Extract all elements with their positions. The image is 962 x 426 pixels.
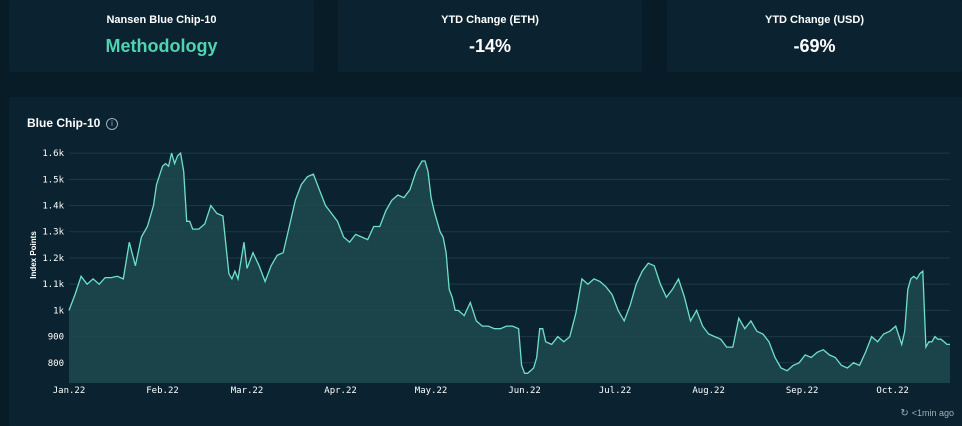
stat-card-ytd-eth: YTD Change (ETH) -14%	[338, 0, 642, 72]
x-tick-label: Apr.22	[324, 386, 357, 396]
y-tick-label: 900	[48, 333, 64, 343]
y-tick-label: 1.3k	[42, 228, 64, 238]
refresh-text: <1min ago	[911, 408, 954, 418]
stat-card-ytd-usd: YTD Change (USD) -69%	[667, 0, 962, 72]
y-tick-label: 800	[48, 359, 64, 369]
stat-label-ytd-usd: YTD Change (USD)	[765, 14, 864, 26]
stat-label-ytd-eth: YTD Change (ETH)	[441, 14, 539, 26]
series-line	[68, 151, 950, 374]
x-tick-label: Sep.22	[786, 386, 819, 396]
x-axis-ticks: Jan.22 Feb.22 Mar.22 Apr.22 May.22 Jun.22 Jul.…	[53, 386, 909, 396]
x-tick-label: Jul.22	[599, 386, 632, 396]
stat-label-blue-chip: Nansen Blue Chip-10	[106, 14, 217, 26]
x-tick-label: Aug.22	[692, 386, 725, 396]
refresh-icon: ↻	[900, 408, 909, 419]
x-tick-label: May.22	[415, 386, 448, 396]
x-tick-label: Oct.22	[876, 386, 909, 396]
y-axis-ticks: 800 900 1k 1.1k 1.2k 1.3k 1.4k 1.5k 1.6k	[42, 149, 64, 369]
chart-card: Blue Chip-10 i 800 900 1k 1.1k 1.2k 1.3k 1.4k 1…	[9, 97, 962, 426]
stat-card-blue-chip: Nansen Blue Chip-10 Methodology	[9, 0, 314, 72]
y-tick-label: 1.1k	[42, 280, 64, 290]
y-axis-title: Index Points	[29, 231, 38, 279]
index-chart: 800 900 1k 1.1k 1.2k 1.3k 1.4k 1.5k 1.6k Jan.22 F…	[29, 149, 950, 396]
stat-value-ytd-usd: -69%	[793, 36, 836, 56]
y-tick-label: 1k	[53, 306, 64, 316]
x-tick-label: Mar.22	[231, 386, 264, 396]
y-tick-label: 1.2k	[42, 254, 64, 264]
info-circle-icon[interactable]: i	[106, 118, 118, 130]
methodology-link[interactable]: Methodology	[105, 36, 218, 56]
chart-title: Blue Chip-10	[27, 116, 101, 130]
x-tick-label: Feb.22	[146, 386, 179, 396]
x-tick-label: Jun.22	[508, 386, 541, 396]
y-tick-label: 1.4k	[42, 202, 64, 212]
stat-value-ytd-eth: -14%	[468, 36, 512, 56]
stats-row: Nansen Blue Chip-10 Methodology YTD Chan…	[0, 0, 962, 72]
series-area	[69, 153, 950, 383]
y-tick-label: 1.5k	[42, 175, 64, 185]
last-updated[interactable]: ↻ <1min ago	[900, 408, 954, 419]
x-tick-label: Jan.22	[53, 386, 86, 396]
y-tick-label: 1.6k	[42, 149, 64, 159]
